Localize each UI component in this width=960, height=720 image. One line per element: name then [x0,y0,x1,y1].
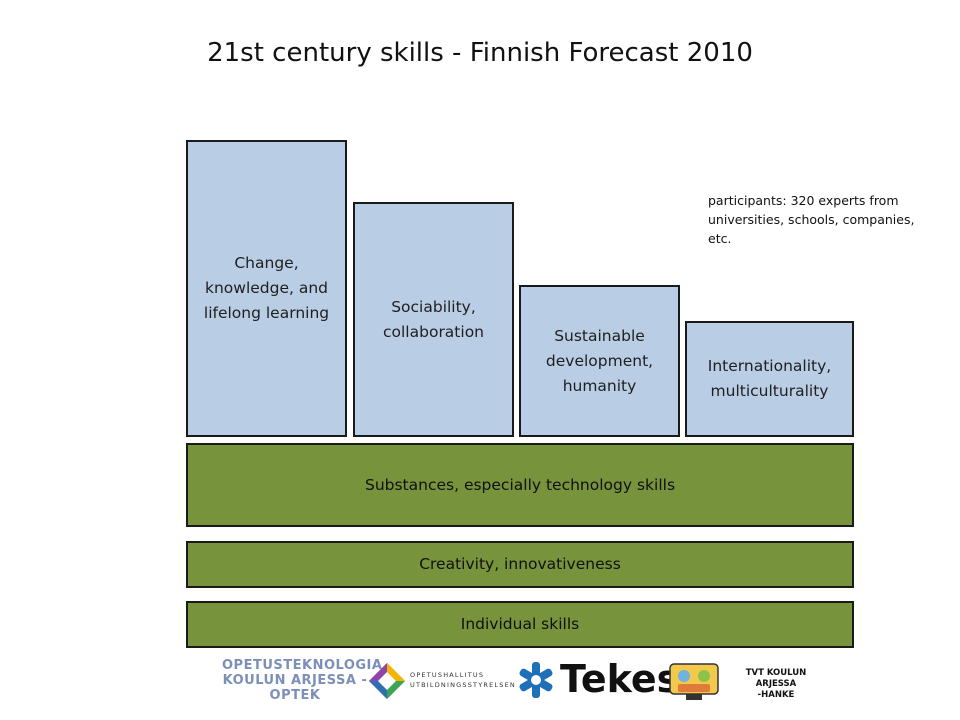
skill-column-change: Change, knowledge, and lifelong learning [186,140,347,437]
utbildningsstyrelsen-name: UTBILDNINGSSTYRELSEN [410,681,516,689]
optek-logo: OPETUSTEKNOLOGIA KOULUN ARJESSA -OPTEK [222,658,383,703]
skill-column-label: Internationality, multiculturality [707,357,832,400]
layer-label: Substances, especially technology skills [364,475,676,494]
skill-column-label: Change, knowledge, and lifelong learning [203,254,330,322]
skill-column-label: Sustainable development, humanity [545,326,654,395]
layer-substances: Substances, especially technology skills [186,443,854,527]
tekes-star-icon [519,662,553,698]
skill-column-internationality: Internationality, multiculturality [685,321,854,437]
tekes-logo-text: Tekes [560,657,680,701]
opetushallitus-name: OPETUSHALLITUS [410,671,485,679]
page-title: 21st century skills - Finnish Forecast 2… [207,38,753,68]
skill-column-label: Sociability, collaboration [383,297,484,341]
layer-label: Creativity, innovativeness [419,555,621,573]
opetushallitus-logo-icon [369,663,405,699]
tvt-hanke-logo-text: TVT KOULUN ARJESSA -HANKE [726,668,826,701]
layer-label: Individual skills [460,615,580,633]
layer-creativity: Creativity, innovativeness [186,541,854,588]
hanke-name: -HANKE [757,690,795,700]
tvt-name: TVT KOULUN ARJESSA [745,668,807,689]
tvt-hanke-logo-icon [669,663,719,700]
layer-individual: Individual skills [186,601,854,648]
participants-note: participants: 320 experts from universit… [708,193,915,246]
skill-column-sustainable: Sustainable development, humanity [519,285,680,437]
opetushallitus-logo-text: OPETUSHALLITUS UTBILDNINGSSTYRELSEN [410,670,516,690]
skill-column-sociability: Sociability, collaboration [353,202,514,437]
